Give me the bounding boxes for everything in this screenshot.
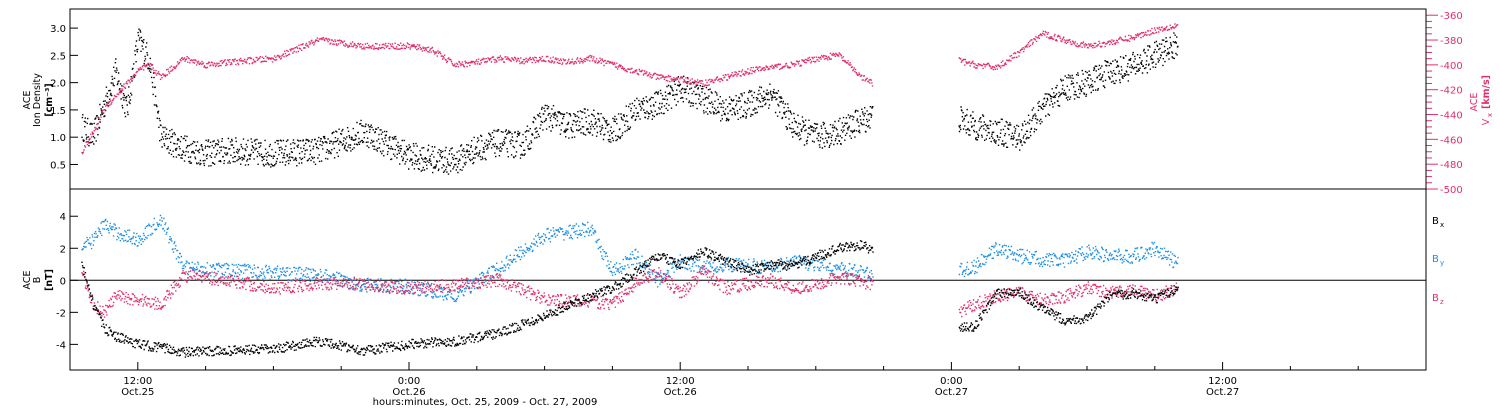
density-tick-label: 1.0 [50,133,66,144]
bz-points [81,265,1179,318]
legend-bz-label: B [1432,293,1439,304]
date-tick-label: Oct.26 [664,387,697,398]
time-tick-label: 0:00 [940,376,962,387]
legend-bx-sub: x [1440,221,1444,229]
time-tick-label: 12:00 [1208,376,1237,387]
vx-speed-points [81,23,1179,155]
speed-tick-label: -440 [1440,111,1463,122]
ion-density-panel: 0.5 1.0 1.5 2.0 2.5 3.0 -360 -380 -400 -420 -440 -4… [50,8,1463,196]
date-tick-label: Oct.27 [935,387,968,398]
speed-title-unit: [km/s] [1481,75,1492,109]
legend-by-label: B [1432,254,1439,265]
density-tick-label: 0.5 [50,160,66,171]
date-tick-label: Oct.26 [392,387,425,398]
density-title-unit: [cm⁻³] [44,83,55,116]
date-tick-label: Oct.27 [1206,387,1239,398]
time-tick-label: 12:00 [666,376,695,387]
x-axis-label: hours:minutes, Oct. 25, 2009 - Oct. 27, … [373,397,598,408]
legend-bz-sub: z [1440,298,1444,306]
speed-tick-label: -360 [1440,11,1463,22]
legend-by-sub: y [1440,259,1444,267]
speed-title-line1: ACE [1469,93,1480,112]
time-tick-label: 0:00 [398,376,420,387]
field-title-unit: [nT] [44,269,55,291]
field-tick-label: 0 [60,276,66,287]
left-title-top: ACE Ion Density [cm⁻³] [22,73,55,127]
field-tick-label: 2 [60,244,66,255]
field-tick-label: -2 [56,308,66,319]
density-title-line1: ACE [22,91,33,110]
field-title-line1: ACE [22,271,33,290]
speed-tick-label: -460 [1440,135,1463,146]
right-title-top: ACE V x [km/s] [1469,75,1494,125]
bottom-panel-frame [69,188,1427,371]
speed-tick-label: -420 [1440,86,1463,97]
speed-title-sub: x [1486,113,1494,117]
field-title-line2: B [32,277,43,284]
left-title-bottom: ACE B [nT] [22,269,55,291]
field-legend: B x B y B z [1432,216,1444,306]
time-tick-label: 12:00 [123,376,152,387]
magnetic-field-panel: 4 2 0 -2 -4 [56,188,1427,371]
density-title-line2: Ion Density [32,73,43,127]
density-tick-label: 2.5 [50,51,66,62]
ion-density-points [81,28,1179,175]
speed-title-v: V [1481,118,1492,125]
speed-tick-label: -500 [1440,185,1463,196]
density-tick-label: 3.0 [50,24,66,35]
field-tick-label: -4 [56,340,66,351]
speed-tick-label: -400 [1440,61,1463,72]
speed-tick-label: -480 [1440,160,1463,171]
density-tick-label: 2.0 [50,79,66,90]
legend-bx-label: B [1432,216,1439,227]
date-tick-label: Oct.25 [121,387,154,398]
bx-points [81,240,1179,358]
density-tick-label: 1.5 [50,106,66,117]
speed-tick-label: -380 [1440,36,1463,47]
time-axis: 12:00Oct.250:00Oct.2612:00Oct.260:00Oct.… [69,362,1427,398]
field-tick-label: 4 [60,212,66,223]
